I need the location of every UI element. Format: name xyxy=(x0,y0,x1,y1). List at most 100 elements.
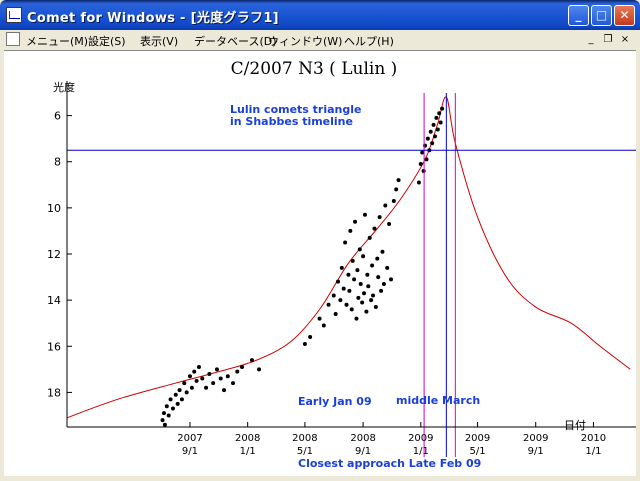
observation-point xyxy=(184,390,189,395)
observation-point xyxy=(336,279,341,284)
observation-point xyxy=(211,381,216,386)
observation-point xyxy=(383,203,388,208)
minimize-button[interactable]: _ xyxy=(568,5,589,26)
close-button[interactable]: ✕ xyxy=(614,5,635,26)
x-tick-date: 1/1 xyxy=(585,446,601,457)
observation-point xyxy=(339,265,344,270)
observation-point xyxy=(192,369,197,374)
y-tick-label: 16 xyxy=(47,340,61,353)
y-tick-label: 18 xyxy=(47,386,61,399)
observation-point xyxy=(162,422,167,427)
observation-point xyxy=(430,141,435,146)
observation-point xyxy=(175,401,180,406)
observation-point xyxy=(317,316,322,321)
observation-point xyxy=(196,365,201,370)
light-curve-chart: C/2007 N3 ( Lulin ) 光度 日付 6 8 10 12 14 16 18 20… xyxy=(47,59,636,470)
observation-point xyxy=(166,413,171,418)
app-icon[interactable] xyxy=(6,7,22,23)
observation-point xyxy=(207,371,212,376)
menu-item-view[interactable]: 表示(V) xyxy=(140,35,179,48)
menu-item-menu[interactable]: メニュー(M) xyxy=(26,35,89,48)
observation-point xyxy=(420,150,425,155)
observation-point xyxy=(187,374,192,379)
observation-point xyxy=(371,293,376,298)
observation-point xyxy=(231,381,236,386)
x-tick-year: 2008 xyxy=(235,433,260,444)
observation-point xyxy=(362,291,367,296)
title-bar[interactable]: Comet for Windows - [光度グラフ1] _ □ ✕ xyxy=(0,0,640,30)
observation-point xyxy=(350,258,355,263)
observation-point xyxy=(434,115,439,120)
x-tick-year: 2009 xyxy=(408,433,433,444)
observation-point xyxy=(364,309,369,314)
observation-point xyxy=(164,404,169,409)
observation-point xyxy=(372,226,377,231)
observation-point xyxy=(428,129,433,134)
observation-point xyxy=(160,418,165,423)
observation-point xyxy=(182,381,187,386)
maximize-button[interactable]: □ xyxy=(591,5,612,26)
menu-bar: メニュー(M) 設定(S) 表示(V) データベース(D) ウィンドウ(W) ヘ… xyxy=(0,30,640,49)
observation-point xyxy=(377,215,382,220)
observation-point xyxy=(173,392,178,397)
x-tick-year: 2009 xyxy=(523,433,548,444)
observation-point xyxy=(388,277,393,282)
observation-point xyxy=(333,311,338,316)
observation-point xyxy=(367,235,372,240)
observation-point xyxy=(380,249,385,254)
observation-point xyxy=(361,254,366,259)
observation-point xyxy=(347,288,352,293)
observation-point xyxy=(346,272,351,277)
x-tick-year: 2008 xyxy=(292,433,317,444)
observation-point xyxy=(168,397,173,402)
observation-point xyxy=(391,198,396,203)
observation-point xyxy=(418,162,423,167)
observation-point xyxy=(373,305,378,310)
observation-point xyxy=(200,376,205,381)
chart-title: C/2007 N3 ( Lulin ) xyxy=(231,59,398,79)
annotation-triangle-line1: Lulin comets triangle xyxy=(230,103,362,116)
observation-point xyxy=(365,272,370,277)
observation-point xyxy=(369,298,374,303)
y-tick-label: 6 xyxy=(54,110,61,123)
observation-point xyxy=(341,286,346,291)
observation-point xyxy=(308,335,313,340)
observation-point xyxy=(431,122,436,127)
observation-point xyxy=(376,275,381,280)
observation-point xyxy=(432,134,437,139)
observation-point xyxy=(370,263,375,268)
observation-point xyxy=(240,365,245,370)
observation-point xyxy=(437,111,442,116)
menu-item-help[interactable]: ヘルプ(H) xyxy=(344,35,394,48)
chart-window: C/2007 N3 ( Lulin ) 光度 日付 6 8 10 12 14 16 18 20… xyxy=(4,50,636,476)
observation-point xyxy=(352,277,357,282)
x-tick-year: 2010 xyxy=(581,433,606,444)
x-tick-date: 1/1 xyxy=(240,446,256,457)
observation-point xyxy=(249,358,254,363)
x-tick-year: 2007 xyxy=(177,433,202,444)
observation-point xyxy=(326,302,331,307)
x-tick-date: 9/1 xyxy=(355,446,371,457)
y-tick-label: 14 xyxy=(47,294,61,307)
observation-point xyxy=(366,284,371,289)
observation-point xyxy=(161,411,166,416)
menu-item-window[interactable]: ウィンドウ(W) xyxy=(268,35,343,48)
annotation-triangle-line2: in Shabbes timeline xyxy=(230,115,353,128)
observation-point xyxy=(385,265,390,270)
x-tick-date: 9/1 xyxy=(182,446,198,457)
mdi-minimize-button[interactable]: _ xyxy=(588,34,594,45)
mdi-restore-button[interactable]: ❐ xyxy=(603,34,613,45)
menu-item-settings[interactable]: 設定(S) xyxy=(88,35,126,48)
document-icon[interactable] xyxy=(6,32,20,46)
observation-point xyxy=(358,281,363,286)
x-tick-date: 5/1 xyxy=(470,446,486,457)
observation-point xyxy=(424,157,429,162)
y-tick-label: 10 xyxy=(47,202,61,215)
mdi-close-button[interactable]: × xyxy=(620,34,630,45)
observation-point xyxy=(354,316,359,321)
x-tick-year: 2008 xyxy=(350,433,375,444)
observation-point xyxy=(379,288,384,293)
menu-item-database[interactable]: データベース(D) xyxy=(194,35,277,48)
observation-point xyxy=(353,219,358,224)
observation-point xyxy=(357,247,362,252)
